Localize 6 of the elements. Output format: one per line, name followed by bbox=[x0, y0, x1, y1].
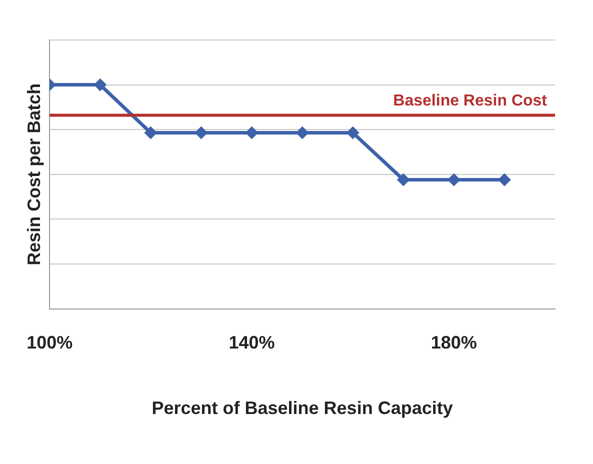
x-tick-label: 100% bbox=[26, 332, 73, 353]
x-tick-label: 180% bbox=[430, 332, 477, 353]
x-tick-label: 140% bbox=[228, 332, 275, 353]
x-axis-title: Percent of Baseline Resin Capacity bbox=[152, 398, 453, 418]
ref-line-label: Baseline Resin Cost bbox=[393, 92, 548, 110]
y-axis-title: Resin Cost per Batch bbox=[24, 83, 44, 266]
